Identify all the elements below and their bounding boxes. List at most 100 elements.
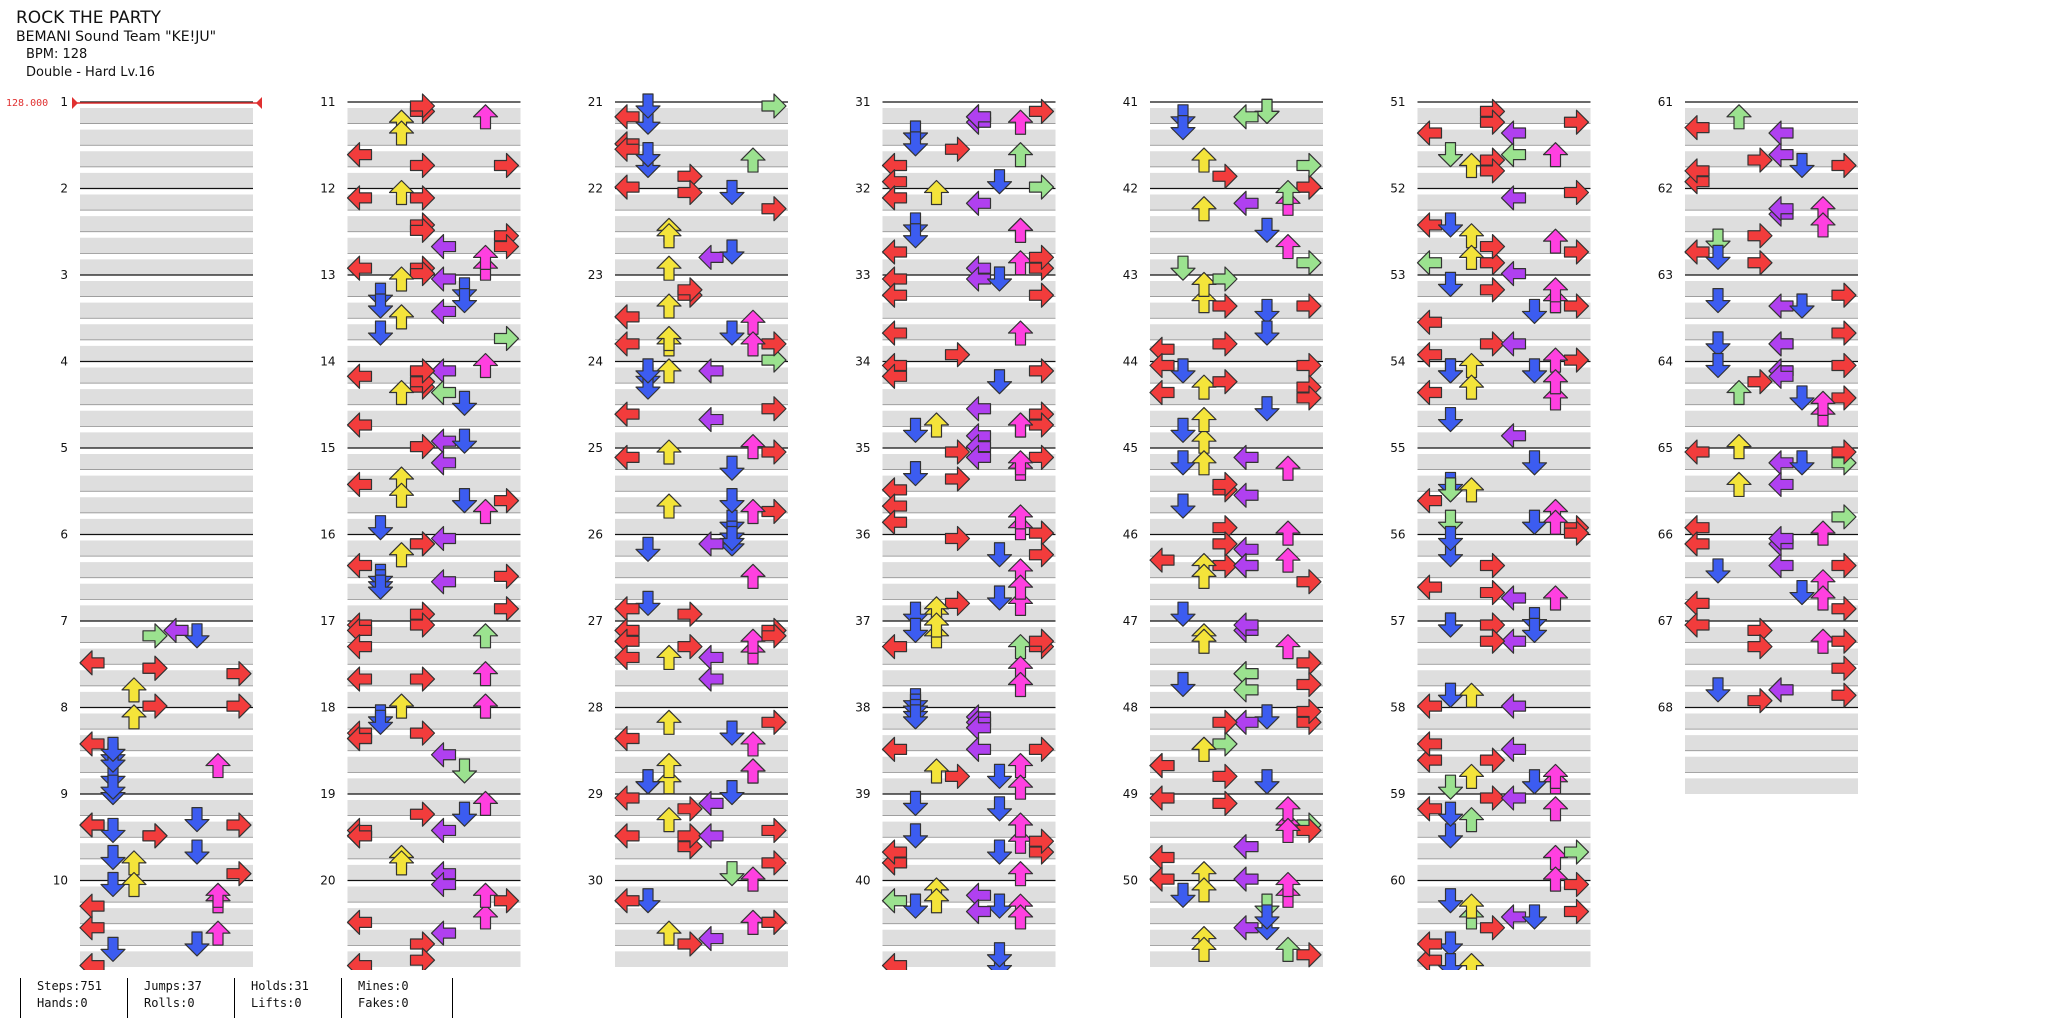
measure-number: 18	[320, 701, 335, 715]
beat-stripe	[1685, 648, 1858, 665]
beat-stripe	[347, 562, 521, 578]
stat-column: Holds:31 Lifts:0	[234, 978, 341, 1018]
beat-stripe	[615, 129, 788, 146]
beat-stripe	[882, 172, 1056, 189]
measure-31: 31	[855, 95, 1056, 189]
stat-holds: Holds:31	[251, 979, 309, 993]
measure-number: 44	[1123, 355, 1138, 369]
beat-stripe	[80, 864, 253, 881]
measure-number: 27	[588, 614, 603, 628]
beat-stripe	[1150, 302, 1323, 319]
beat-stripe	[615, 951, 788, 967]
beat-stripe	[80, 800, 253, 816]
beat-stripe	[80, 497, 253, 513]
beat-stripe	[882, 778, 1056, 794]
measure-number: 51	[1390, 95, 1405, 109]
measure-number: 64	[1658, 355, 1673, 369]
beat-stripe	[1150, 908, 1323, 924]
song-bpm: BPM: 128	[26, 47, 88, 62]
beat-stripe	[882, 475, 1056, 492]
measure-22: 22	[588, 182, 788, 275]
measure-number: 66	[1658, 528, 1673, 542]
song-artist: BEMANI Sound Team "KE!JU"	[16, 29, 217, 45]
beat-stripe	[347, 886, 521, 903]
measure-number: 63	[1658, 268, 1673, 282]
beat-stripe	[1150, 324, 1323, 340]
measure-number: 24	[588, 355, 603, 369]
beat-stripe	[347, 194, 521, 211]
measure-number: 34	[855, 355, 870, 369]
measure-46: 46	[1123, 528, 1323, 621]
stat-mines: Mines:0	[358, 979, 409, 993]
beat-stripe	[1685, 345, 1858, 362]
beat-stripe	[882, 562, 1056, 578]
bpm-change-marker: 128.000	[6, 97, 262, 109]
stat-hands: Hands:0	[37, 996, 88, 1010]
beat-stripe	[615, 843, 788, 859]
beat-stripe	[1417, 713, 1591, 730]
beat-stripe	[1150, 627, 1323, 643]
measure-number: 46	[1123, 528, 1138, 542]
beat-stripe	[1150, 583, 1323, 600]
beat-stripe	[615, 172, 788, 189]
step-chart: 1234567891011121314151617181920212223242…	[6, 93, 1858, 970]
beat-stripe	[347, 627, 521, 643]
measure-grid: 1234567891011121314151617181920212223242…	[53, 95, 1858, 967]
beat-stripe	[1417, 172, 1591, 189]
measure-number: 25	[588, 441, 603, 455]
beat-stripe	[80, 367, 253, 384]
beat-stripe	[1417, 800, 1591, 816]
bpm-marker-cap-end	[256, 97, 262, 109]
beat-stripe	[1417, 562, 1591, 578]
beat-stripe	[80, 389, 253, 405]
beat-stripe	[1150, 670, 1323, 686]
beat-stripe	[80, 194, 253, 211]
stat-divider	[452, 978, 453, 1018]
beat-stripe	[1417, 475, 1591, 492]
bpm-marker-label: 128.000	[6, 98, 48, 109]
measure-number: 57	[1390, 614, 1405, 628]
stat-steps: Steps:751	[37, 979, 103, 993]
beat-stripe	[347, 151, 521, 167]
beat-stripe	[347, 172, 521, 189]
beat-stripe	[882, 648, 1056, 665]
beat-stripe	[1150, 605, 1323, 621]
beat-stripe	[1417, 735, 1591, 751]
measure-number: 32	[855, 182, 870, 196]
beat-stripe	[1417, 108, 1591, 124]
stat-jumps: Jumps:37	[144, 979, 202, 993]
beat-stripe	[615, 518, 788, 535]
beat-stripe	[347, 908, 521, 924]
measure-63: 63	[1658, 268, 1858, 362]
measure-number: 60	[1390, 874, 1405, 888]
beat-stripe	[80, 432, 253, 448]
beat-stripe	[615, 345, 788, 362]
stat-column: Mines:0 Fakes:0	[341, 978, 448, 1018]
measure-number: 26	[588, 528, 603, 542]
beat-stripe	[1685, 216, 1858, 232]
beat-stripe	[1685, 432, 1858, 448]
beat-stripe	[80, 735, 253, 751]
beat-stripe	[882, 540, 1056, 557]
beat-stripe	[1150, 151, 1323, 167]
beat-stripe	[1150, 778, 1323, 794]
stat-fakes: Fakes:0	[358, 996, 409, 1010]
beat-stripe	[1150, 237, 1323, 254]
beat-stripe	[80, 518, 253, 535]
stat-column: Jumps:37 Rolls:0	[127, 978, 234, 1018]
beat-stripe	[882, 929, 1056, 946]
beat-stripe	[80, 129, 253, 146]
beat-stripe	[1417, 389, 1591, 405]
measure-number: 62	[1658, 182, 1673, 196]
measure-number: 12	[320, 182, 335, 196]
beat-stripe	[1417, 302, 1591, 319]
beat-stripe	[1417, 670, 1591, 686]
beat-stripe	[347, 129, 521, 146]
beat-stripe	[615, 821, 788, 838]
beat-stripe	[1150, 281, 1323, 297]
beat-stripe	[80, 605, 253, 621]
measure-number: 42	[1123, 182, 1138, 196]
measure-number: 22	[588, 182, 603, 196]
beat-stripe	[1417, 756, 1591, 773]
beat-stripe	[1150, 691, 1323, 708]
